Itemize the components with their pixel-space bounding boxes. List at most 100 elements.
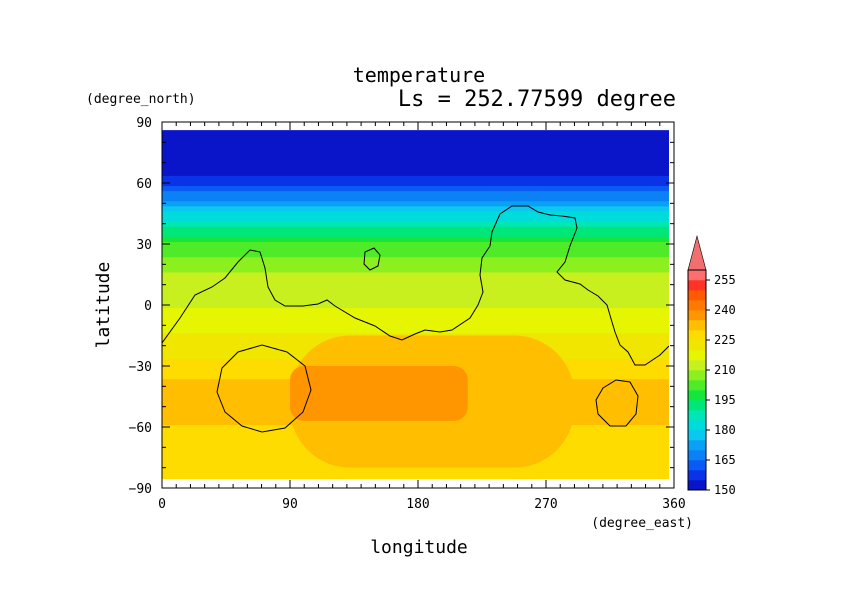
colorbar-swatch — [688, 460, 706, 471]
colorbar-swatch — [688, 450, 706, 461]
colorbar-label: 195 — [714, 393, 736, 407]
heat-band — [162, 130, 669, 136]
heat-band — [162, 475, 669, 479]
y-tick-label: −90 — [129, 482, 152, 497]
colorbar-swatch — [688, 280, 706, 291]
x-tick-label: 0 — [158, 497, 166, 512]
y-tick-label: 90 — [136, 116, 152, 131]
heat-band — [162, 216, 669, 223]
heat-band — [162, 282, 669, 289]
heat-band — [162, 226, 669, 233]
colorbar-swatch — [688, 390, 706, 401]
contour-southwest-loop — [216, 344, 312, 433]
chart-title: temperature — [353, 63, 485, 87]
heat-band — [162, 302, 669, 309]
colorbar-swatch — [688, 440, 706, 451]
colorbar-label: 240 — [714, 303, 736, 317]
heat-band — [162, 175, 669, 182]
heat-band — [162, 135, 669, 141]
colorbar-label: 225 — [714, 333, 736, 347]
heat-band — [162, 328, 669, 335]
chart-subtitle: Ls = 252.77599 degree — [398, 87, 676, 112]
heat-band — [162, 150, 669, 157]
heat-band — [162, 313, 669, 319]
heat-band — [162, 160, 669, 167]
y-tick-label: −30 — [129, 360, 152, 375]
heat-band — [162, 211, 669, 218]
heat-band — [162, 206, 669, 213]
colorbar-swatch — [688, 400, 706, 411]
colorbar-swatch — [688, 340, 706, 351]
heat-band — [162, 287, 669, 294]
x-tick-label: 180 — [406, 497, 429, 512]
heat-band — [162, 252, 669, 258]
heat-band — [162, 292, 669, 299]
heat-band — [162, 201, 669, 207]
colorbar-swatch — [688, 330, 706, 341]
heat-band — [162, 165, 669, 172]
x-tick-label: 270 — [534, 497, 557, 512]
x-tick-label: 360 — [662, 497, 685, 512]
heat-band — [162, 180, 669, 187]
y-tick-label: 30 — [136, 238, 152, 253]
heat-band — [162, 272, 669, 279]
colorbar-swatch — [688, 310, 706, 321]
heat-band — [162, 465, 669, 472]
y-axis-label: latitude — [93, 262, 114, 349]
colorbar-swatch — [688, 350, 706, 361]
colorbar-swatch — [688, 480, 706, 491]
heat-band — [162, 186, 669, 192]
colorbar-label: 210 — [714, 363, 736, 377]
colorbar-swatch — [688, 270, 706, 281]
heat-band — [162, 257, 669, 263]
heat-band — [162, 170, 669, 177]
hot-spot — [290, 366, 468, 421]
heat-band — [162, 470, 669, 477]
heat-band — [162, 297, 669, 304]
colorbar-swatch — [688, 370, 706, 381]
contour-southeast-loop — [595, 379, 639, 427]
colorbar-label: 180 — [714, 423, 736, 437]
x-axis-label: longitude — [370, 537, 468, 558]
colorbar-swatch — [688, 320, 706, 331]
heat-band — [162, 236, 669, 243]
colorbar-swatch — [688, 410, 706, 421]
colorbar-swatch — [688, 300, 706, 311]
y-tick-label: 60 — [136, 177, 152, 192]
colorbar-swatch — [688, 290, 706, 301]
heat-band — [162, 221, 669, 228]
heat-band — [162, 267, 669, 274]
heat-band — [162, 277, 669, 284]
heat-band — [162, 318, 669, 324]
heat-band — [162, 191, 669, 197]
heat-band — [162, 323, 669, 329]
y-tick-label: −60 — [129, 421, 152, 436]
colorbar: 150 165 180 195 210 225 240 255 — [687, 234, 736, 497]
axis-tick-labels: 0 90 180 270 360 90 60 30 0 −30 −60 −90 — [129, 116, 686, 512]
heat-band — [162, 140, 669, 146]
colorbar-extend-triangle — [687, 234, 707, 271]
heat-band — [162, 231, 669, 238]
x-unit-label: (degree_east) — [591, 516, 693, 531]
contour-island — [363, 247, 381, 271]
colorbar-swatch — [688, 420, 706, 431]
x-tick-label: 90 — [282, 497, 298, 512]
colorbar-swatch — [688, 380, 706, 391]
heat-band — [162, 247, 669, 253]
temperature-field — [162, 130, 669, 479]
colorbar-label: 150 — [714, 483, 736, 497]
heat-band — [162, 155, 669, 162]
coastline-contours — [162, 205, 669, 433]
colorbar-label: 165 — [714, 453, 736, 467]
y-tick-label: 0 — [144, 299, 152, 314]
heat-band — [162, 145, 669, 152]
heat-band — [162, 241, 669, 248]
colorbar-label: 255 — [714, 273, 736, 287]
colorbar-swatch — [688, 470, 706, 481]
colorbar-frame — [687, 269, 707, 491]
heat-band — [162, 262, 669, 268]
heat-band — [162, 196, 669, 202]
contour-north-continent — [162, 205, 669, 366]
colorbar-swatch — [688, 360, 706, 371]
